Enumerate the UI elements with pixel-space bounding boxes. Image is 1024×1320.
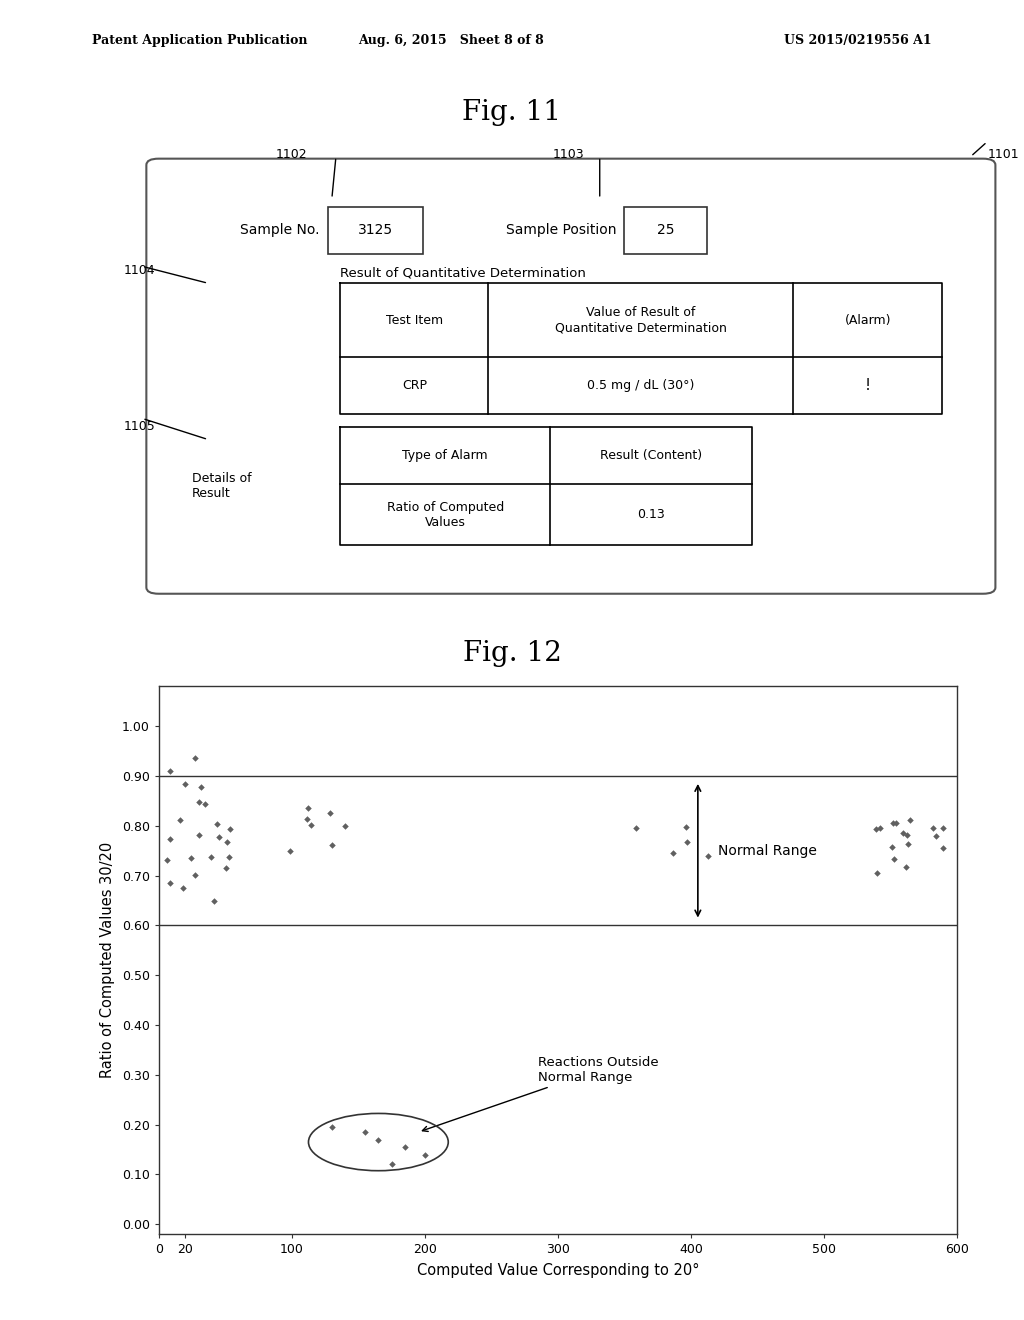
Point [222, 818, 239, 840]
Point [384, 1154, 400, 1175]
Point [299, 809, 315, 830]
Text: Sample Position: Sample Position [506, 223, 616, 238]
Text: 1101: 1101 [988, 148, 1020, 161]
Point [302, 814, 318, 836]
Text: 3125: 3125 [357, 223, 392, 238]
Point [171, 809, 187, 830]
FancyBboxPatch shape [146, 158, 995, 594]
Point [176, 774, 193, 795]
Point [300, 797, 316, 818]
Point [868, 818, 885, 840]
Point [282, 840, 298, 861]
X-axis label: Computed Value Corresponding to 20°: Computed Value Corresponding to 20° [417, 1263, 699, 1278]
Point [324, 834, 340, 855]
FancyBboxPatch shape [625, 207, 707, 253]
Text: 1104: 1104 [124, 264, 156, 277]
Point [899, 825, 915, 846]
Text: Sample No.: Sample No. [240, 223, 319, 238]
Point [628, 817, 644, 838]
Point [187, 865, 204, 886]
Point [665, 842, 681, 863]
Text: !: ! [864, 379, 870, 393]
Point [162, 829, 178, 850]
Point [885, 812, 901, 833]
Y-axis label: Ratio of Computed Values 30/20: Ratio of Computed Values 30/20 [99, 842, 115, 1078]
Point [186, 747, 203, 768]
Point [162, 873, 178, 894]
Text: CRP: CRP [401, 379, 427, 392]
Text: Aug. 6, 2015   Sheet 8 of 8: Aug. 6, 2015 Sheet 8 of 8 [357, 34, 544, 48]
FancyBboxPatch shape [328, 207, 423, 253]
Point [337, 816, 353, 837]
Text: Result (Content): Result (Content) [600, 449, 702, 462]
Text: Fig. 12: Fig. 12 [463, 640, 561, 667]
Point [198, 793, 214, 814]
Text: 1102: 1102 [276, 148, 307, 161]
Point [357, 1122, 374, 1143]
Text: Fig. 11: Fig. 11 [463, 99, 561, 125]
Point [323, 803, 339, 824]
Point [220, 846, 237, 867]
Text: Normal Range: Normal Range [718, 843, 817, 858]
Point [219, 832, 236, 853]
Text: 25: 25 [657, 223, 675, 238]
Point [884, 837, 900, 858]
Point [868, 863, 885, 884]
Point [699, 846, 716, 867]
Point [159, 850, 175, 871]
Point [888, 813, 904, 834]
Point [190, 792, 207, 813]
Point [203, 846, 219, 867]
Text: Reactions Outside
Normal Range: Reactions Outside Normal Range [422, 1056, 658, 1131]
Text: 0.13: 0.13 [637, 508, 666, 521]
Text: 1103: 1103 [553, 148, 584, 161]
Point [417, 1144, 433, 1166]
Text: Result of Quantitative Determination: Result of Quantitative Determination [340, 267, 586, 279]
Point [929, 826, 945, 847]
Text: Value of Result of
Quantitative Determination: Value of Result of Quantitative Determin… [555, 306, 727, 334]
Point [935, 817, 951, 838]
Point [900, 834, 916, 855]
Point [887, 849, 903, 870]
Point [871, 817, 888, 838]
Point [895, 822, 911, 843]
Point [397, 1137, 414, 1158]
Point [175, 876, 191, 898]
Point [678, 817, 694, 838]
Text: Test Item: Test Item [386, 314, 442, 327]
Point [926, 817, 942, 838]
Point [901, 809, 918, 830]
Text: Details of
Result: Details of Result [191, 473, 251, 500]
Text: (Alarm): (Alarm) [845, 314, 891, 327]
Point [206, 891, 222, 912]
Point [324, 1117, 340, 1138]
Point [194, 776, 210, 797]
Point [162, 760, 178, 781]
Point [211, 826, 227, 847]
Point [898, 857, 914, 878]
Point [218, 857, 234, 878]
Text: Type of Alarm: Type of Alarm [402, 449, 488, 462]
Text: 1105: 1105 [124, 420, 156, 433]
Point [935, 838, 951, 859]
Point [182, 847, 199, 869]
Text: Ratio of Computed
Values: Ratio of Computed Values [386, 500, 504, 528]
Text: 0.5 mg / dL (30°): 0.5 mg / dL (30°) [587, 379, 694, 392]
Point [371, 1129, 387, 1150]
Text: Patent Application Publication: Patent Application Publication [92, 34, 307, 48]
Text: US 2015/0219556 A1: US 2015/0219556 A1 [784, 34, 932, 48]
Point [190, 825, 207, 846]
Point [679, 832, 695, 853]
Point [209, 814, 225, 836]
